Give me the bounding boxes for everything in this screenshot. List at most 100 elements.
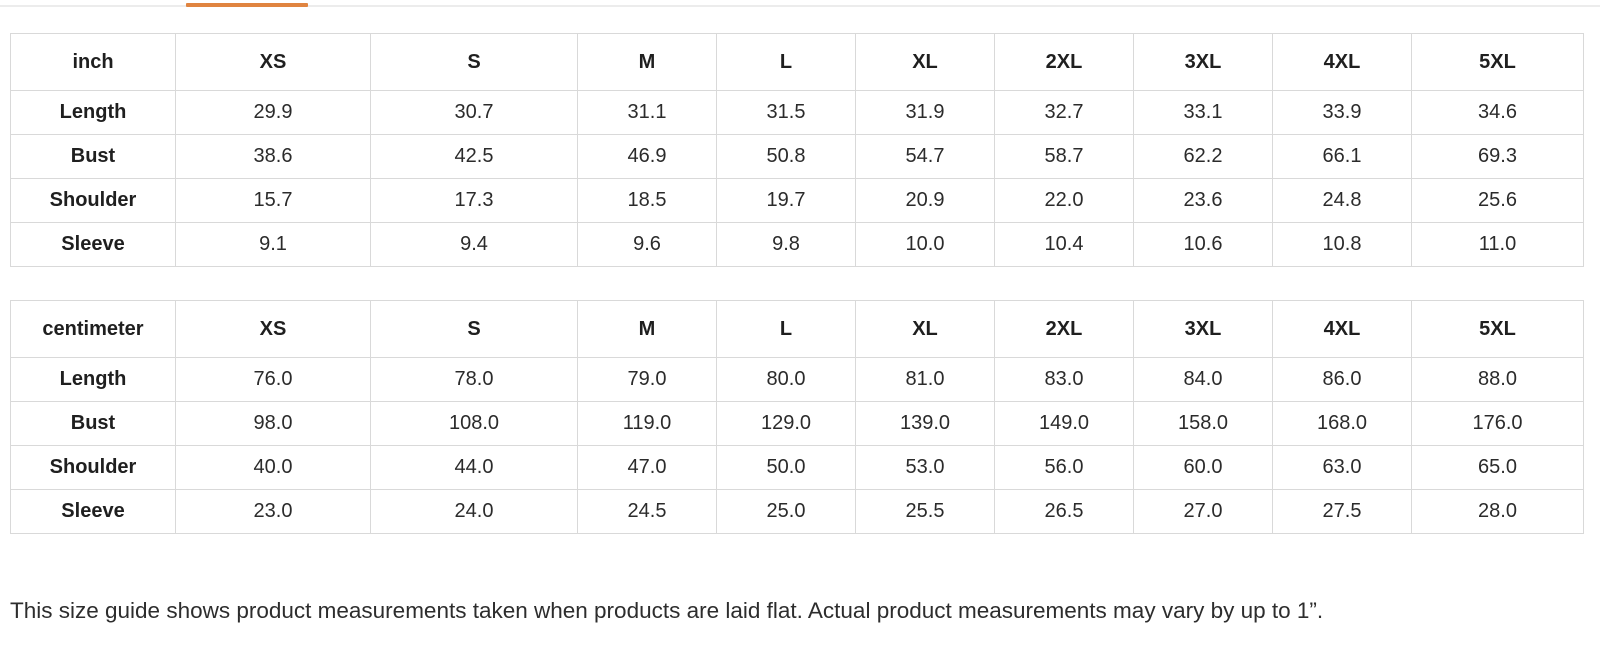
value-cell: 9.8 <box>716 222 856 267</box>
value-cell: 79.0 <box>577 357 717 402</box>
measurement-row: Shoulder 40.0 44.0 47.0 50.0 53.0 56.0 60.0 63.0… <box>10 445 1584 490</box>
unit-header-cell: centimeter <box>10 300 176 358</box>
size-header-cell: 5XL <box>1411 300 1584 358</box>
value-cell: 10.6 <box>1133 222 1273 267</box>
value-cell: 66.1 <box>1272 134 1412 179</box>
size-header-cell: 2XL <box>994 300 1134 358</box>
value-cell: 20.9 <box>855 178 995 223</box>
value-cell: 149.0 <box>994 401 1134 446</box>
value-cell: 69.3 <box>1411 134 1584 179</box>
value-cell: 10.4 <box>994 222 1134 267</box>
value-cell: 119.0 <box>577 401 717 446</box>
value-cell: 30.7 <box>370 90 578 135</box>
size-header-cell: L <box>716 33 856 91</box>
value-cell: 62.2 <box>1133 134 1273 179</box>
value-cell: 29.9 <box>175 90 371 135</box>
value-cell: 15.7 <box>175 178 371 223</box>
row-label-cell: Shoulder <box>10 178 176 223</box>
value-cell: 10.0 <box>855 222 995 267</box>
unit-header-cell: inch <box>10 33 176 91</box>
size-header-cell: S <box>370 300 578 358</box>
value-cell: 63.0 <box>1272 445 1412 490</box>
row-label-cell: Length <box>10 357 176 402</box>
value-cell: 58.7 <box>994 134 1134 179</box>
size-table-inch: inch XS S M L XL 2XL 3XL 4XL 5XL Length 29.9 30.7 31.… <box>10 33 1584 267</box>
value-cell: 10.8 <box>1272 222 1412 267</box>
value-cell: 24.8 <box>1272 178 1412 223</box>
value-cell: 47.0 <box>577 445 717 490</box>
size-table-header-row: inch XS S M L XL 2XL 3XL 4XL 5XL <box>10 33 1584 91</box>
value-cell: 46.9 <box>577 134 717 179</box>
value-cell: 33.9 <box>1272 90 1412 135</box>
tab-strip <box>0 0 1600 7</box>
value-cell: 50.0 <box>716 445 856 490</box>
value-cell: 139.0 <box>855 401 995 446</box>
value-cell: 38.6 <box>175 134 371 179</box>
value-cell: 24.0 <box>370 489 578 534</box>
value-cell: 25.0 <box>716 489 856 534</box>
size-header-cell: L <box>716 300 856 358</box>
size-header-cell: M <box>577 33 717 91</box>
measurement-row: Bust 38.6 42.5 46.9 50.8 54.7 58.7 62.2 66.1 69.3 <box>10 134 1584 179</box>
value-cell: 23.6 <box>1133 178 1273 223</box>
size-table-centimeter: centimeter XS S M L XL 2XL 3XL 4XL 5XL Length 76.0 7… <box>10 300 1584 534</box>
value-cell: 86.0 <box>1272 357 1412 402</box>
row-label-cell: Sleeve <box>10 489 176 534</box>
value-cell: 31.1 <box>577 90 717 135</box>
row-label-cell: Length <box>10 90 176 135</box>
size-header-cell: 3XL <box>1133 33 1273 91</box>
value-cell: 22.0 <box>994 178 1134 223</box>
value-cell: 18.5 <box>577 178 717 223</box>
value-cell: 25.5 <box>855 489 995 534</box>
value-cell: 53.0 <box>855 445 995 490</box>
value-cell: 31.5 <box>716 90 856 135</box>
value-cell: 42.5 <box>370 134 578 179</box>
value-cell: 88.0 <box>1411 357 1584 402</box>
size-header-cell: XS <box>175 33 371 91</box>
value-cell: 168.0 <box>1272 401 1412 446</box>
value-cell: 65.0 <box>1411 445 1584 490</box>
value-cell: 78.0 <box>370 357 578 402</box>
value-cell: 81.0 <box>855 357 995 402</box>
value-cell: 19.7 <box>716 178 856 223</box>
measurement-row: Bust 98.0 108.0 119.0 129.0 139.0 149.0 158.0 16… <box>10 401 1584 446</box>
size-header-cell: XS <box>175 300 371 358</box>
value-cell: 9.4 <box>370 222 578 267</box>
value-cell: 50.8 <box>716 134 856 179</box>
value-cell: 27.5 <box>1272 489 1412 534</box>
value-cell: 176.0 <box>1411 401 1584 446</box>
measurement-row: Sleeve 23.0 24.0 24.5 25.0 25.5 26.5 27.0 27.5 28… <box>10 489 1584 534</box>
size-header-cell: 4XL <box>1272 33 1412 91</box>
row-label-cell: Bust <box>10 134 176 179</box>
value-cell: 33.1 <box>1133 90 1273 135</box>
value-cell: 23.0 <box>175 489 371 534</box>
value-cell: 60.0 <box>1133 445 1273 490</box>
value-cell: 108.0 <box>370 401 578 446</box>
value-cell: 56.0 <box>994 445 1134 490</box>
value-cell: 25.6 <box>1411 178 1584 223</box>
value-cell: 26.5 <box>994 489 1134 534</box>
value-cell: 9.1 <box>175 222 371 267</box>
size-header-cell: 2XL <box>994 33 1134 91</box>
size-header-cell: XL <box>855 300 995 358</box>
value-cell: 44.0 <box>370 445 578 490</box>
size-table-header-row: centimeter XS S M L XL 2XL 3XL 4XL 5XL <box>10 300 1584 358</box>
size-header-cell: 3XL <box>1133 300 1273 358</box>
row-label-cell: Shoulder <box>10 445 176 490</box>
value-cell: 31.9 <box>855 90 995 135</box>
value-cell: 129.0 <box>716 401 856 446</box>
row-label-cell: Bust <box>10 401 176 446</box>
tab-strip-divider <box>0 5 1600 7</box>
size-header-cell: S <box>370 33 578 91</box>
value-cell: 158.0 <box>1133 401 1273 446</box>
measurement-row: Length 29.9 30.7 31.1 31.5 31.9 32.7 33.1 33.9 34… <box>10 90 1584 135</box>
value-cell: 9.6 <box>577 222 717 267</box>
value-cell: 11.0 <box>1411 222 1584 267</box>
active-tab-indicator <box>186 3 308 7</box>
value-cell: 83.0 <box>994 357 1134 402</box>
value-cell: 24.5 <box>577 489 717 534</box>
value-cell: 34.6 <box>1411 90 1584 135</box>
value-cell: 98.0 <box>175 401 371 446</box>
value-cell: 28.0 <box>1411 489 1584 534</box>
row-label-cell: Sleeve <box>10 222 176 267</box>
